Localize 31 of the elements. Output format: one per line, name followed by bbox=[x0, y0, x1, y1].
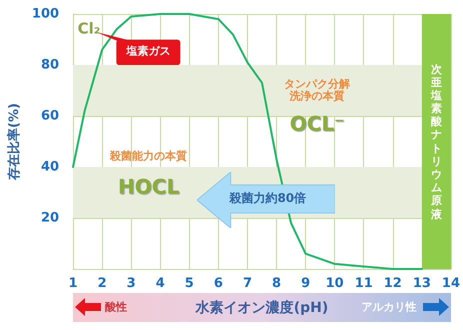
text: アルカリ性 bbox=[361, 300, 416, 314]
x-tick-label: 13 bbox=[412, 276, 431, 291]
annotation: 殺菌能力の本質 bbox=[110, 149, 188, 164]
x-tick-label: 5 bbox=[184, 276, 194, 291]
text: 酸性 bbox=[105, 300, 128, 314]
y-tick-label: 40 bbox=[40, 160, 60, 174]
x-tick-label: 4 bbox=[156, 276, 165, 291]
text: 次亜塩素酸ナトリウム原液 bbox=[430, 62, 442, 220]
x-tick-label: 10 bbox=[326, 276, 344, 291]
annotation: 塩素ガス bbox=[126, 44, 171, 59]
x-tick-label: 11 bbox=[354, 276, 373, 291]
annotation: HOCL bbox=[118, 174, 180, 199]
x-tick-label: 1 bbox=[68, 276, 78, 291]
x-tick-label: 6 bbox=[214, 276, 223, 291]
x-axis-title: 水素イオン濃度(pH) bbox=[196, 299, 328, 316]
annotation: OCL⁻ bbox=[290, 111, 345, 136]
annotation: 殺菌力約80倍 bbox=[229, 190, 306, 206]
x-tick-label: 14 bbox=[442, 276, 460, 291]
x-tick-label: 3 bbox=[126, 276, 136, 291]
annotation: タンパク分解洗浄の本質 bbox=[283, 76, 352, 104]
annotation: Cl₂ bbox=[78, 20, 100, 38]
x-tick-label: 9 bbox=[301, 276, 310, 291]
x-tick-label: 8 bbox=[272, 276, 282, 291]
y-tick-label: 100 bbox=[32, 6, 60, 22]
y-tick-label: 60 bbox=[40, 108, 60, 124]
y-tick-label: 20 bbox=[40, 210, 60, 226]
x-tick-label: 12 bbox=[384, 276, 402, 291]
x-tick-label: 2 bbox=[98, 276, 107, 291]
x-tick-label: 7 bbox=[242, 276, 252, 291]
y-axis-title: 存在比率(%) bbox=[6, 103, 22, 181]
y-tick-label: 80 bbox=[40, 58, 60, 72]
